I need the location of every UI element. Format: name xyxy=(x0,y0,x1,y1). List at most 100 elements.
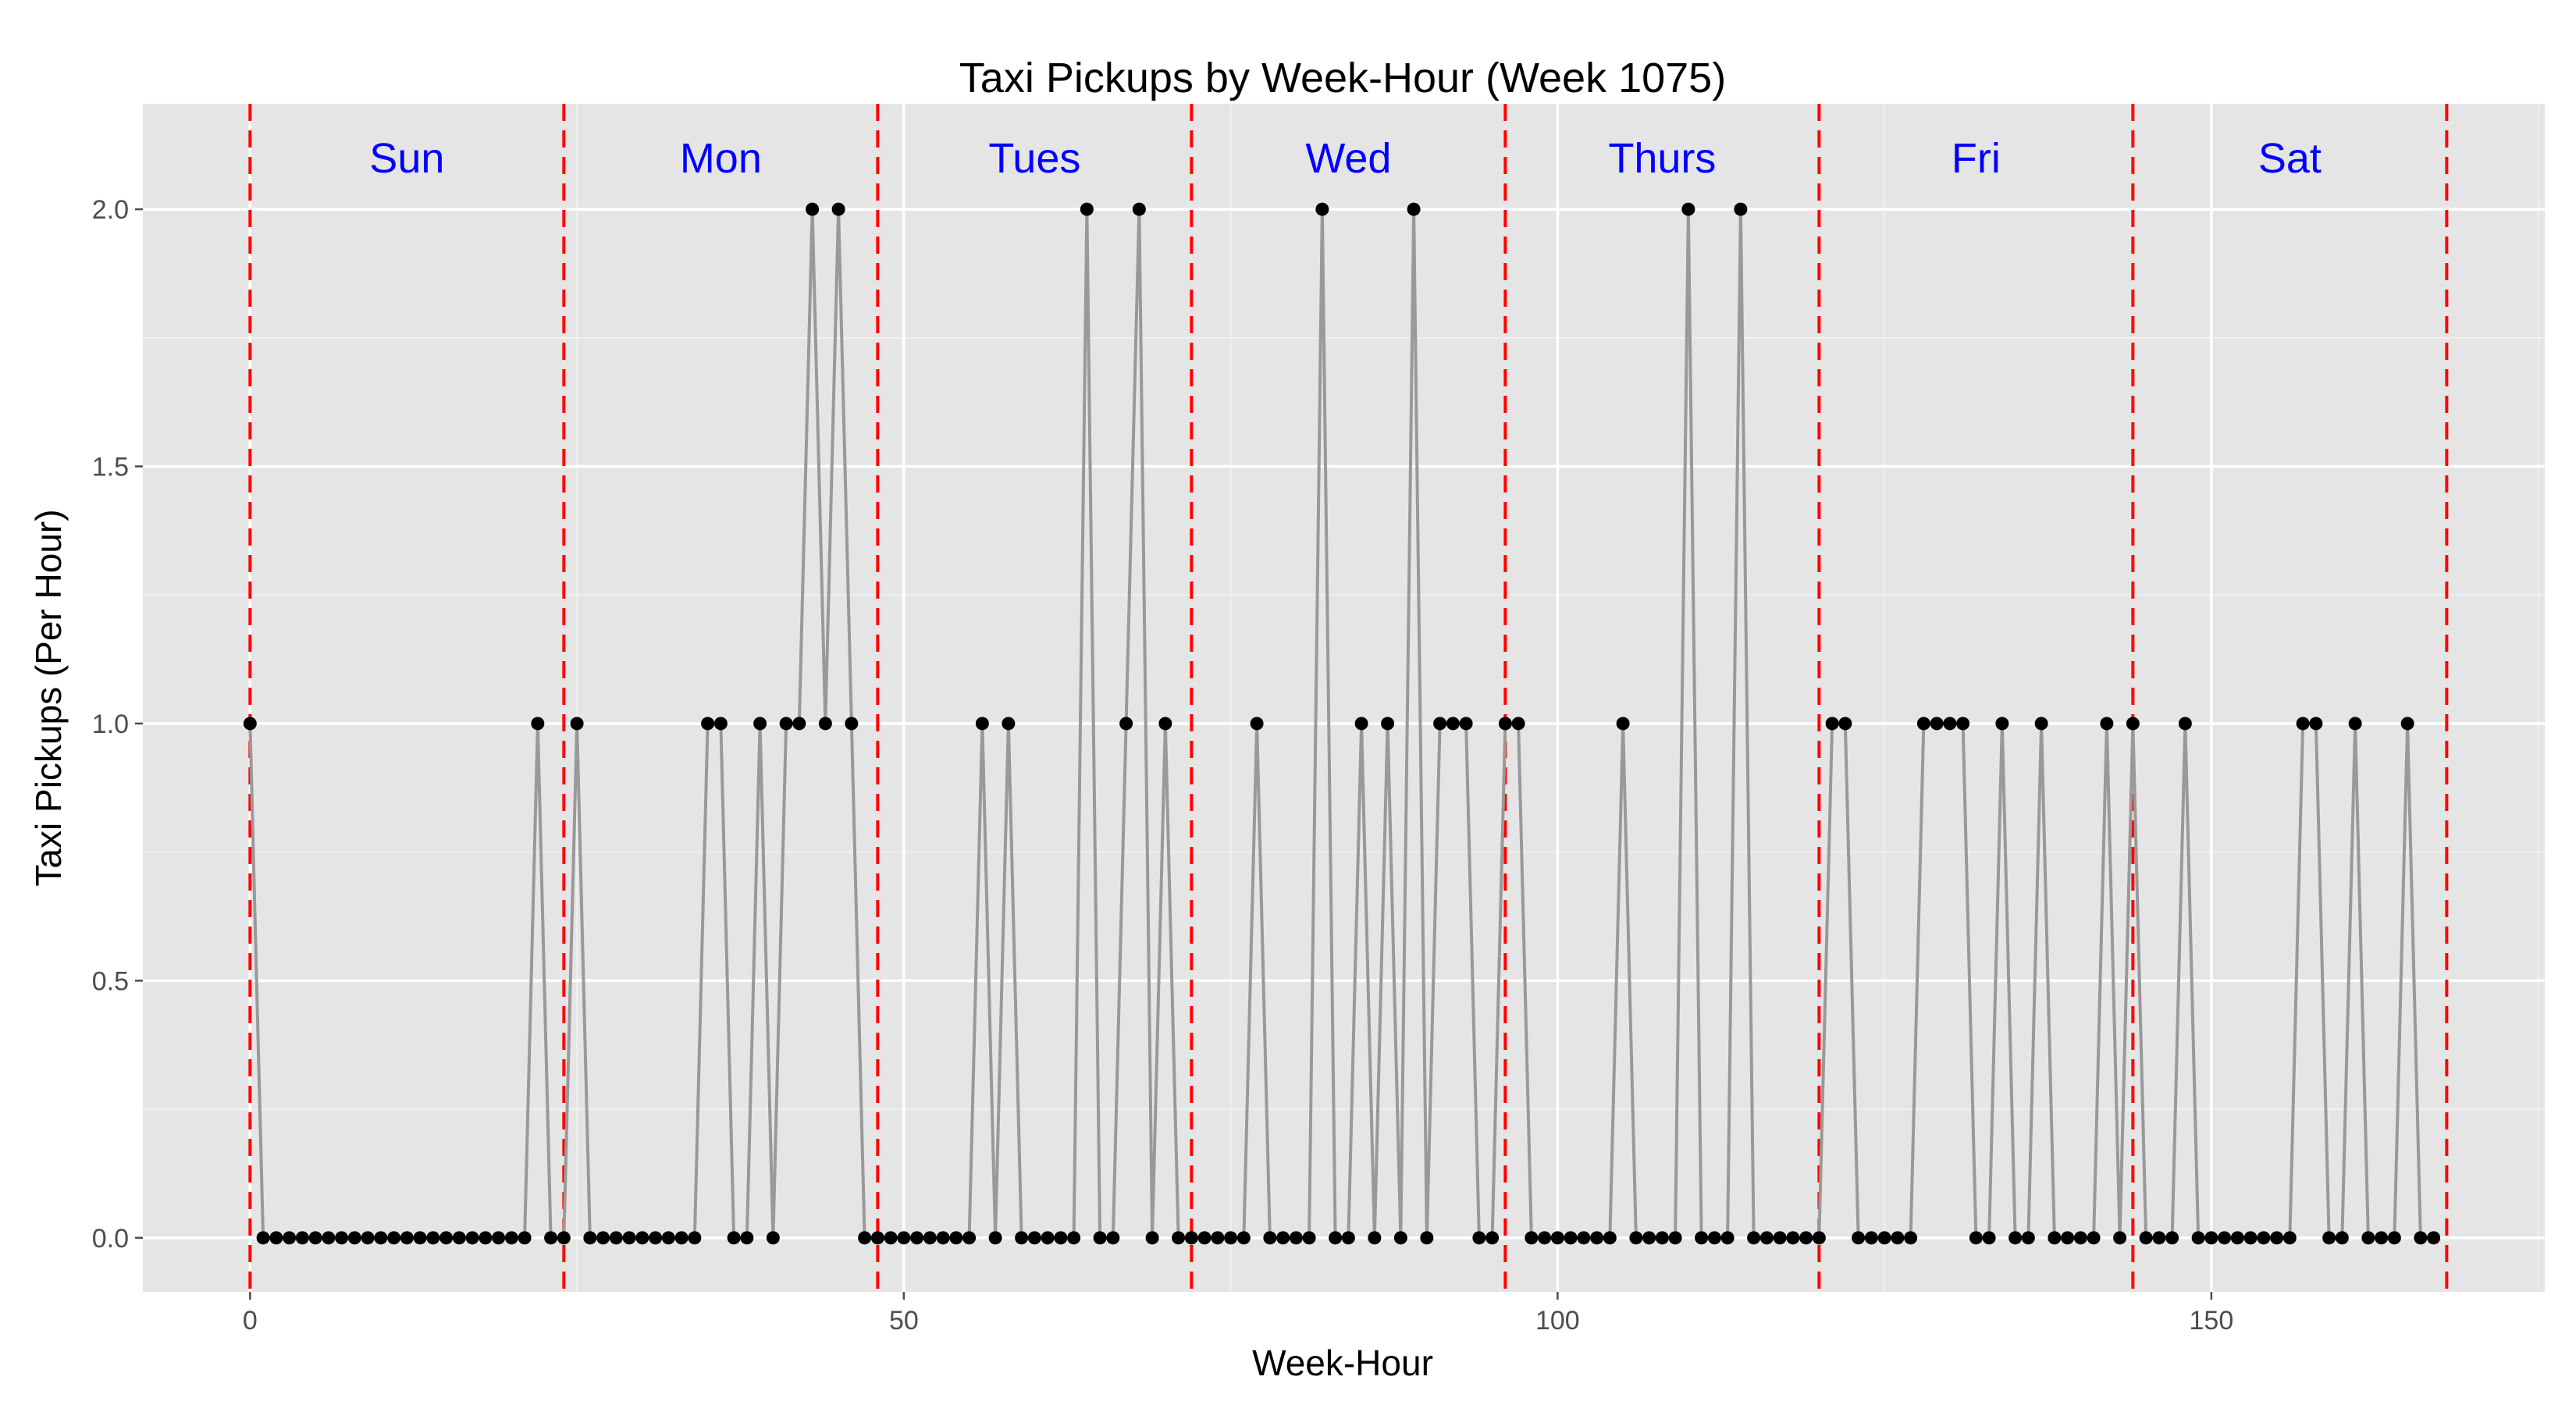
data-point xyxy=(387,1231,401,1245)
data-point xyxy=(2034,717,2048,731)
day-label-thurs: Thurs xyxy=(1608,135,1716,182)
data-point xyxy=(2400,717,2414,731)
chart-title: Taxi Pickups by Week-Hour (Week 1075) xyxy=(959,55,1726,101)
data-point xyxy=(1590,1231,1604,1245)
data-point xyxy=(479,1231,493,1245)
data-point xyxy=(818,717,832,731)
data-point xyxy=(975,717,989,731)
data-point xyxy=(295,1231,309,1245)
data-point xyxy=(674,1231,688,1245)
data-point xyxy=(1015,1231,1029,1245)
data-point xyxy=(1825,717,1839,731)
data-point xyxy=(544,1231,558,1245)
y-tick-label: 1.0 xyxy=(92,710,129,739)
data-point xyxy=(1707,1231,1721,1245)
data-point xyxy=(1773,1231,1787,1245)
data-point xyxy=(283,1231,297,1245)
data-point xyxy=(1786,1231,1800,1245)
data-point xyxy=(1864,1231,1878,1245)
data-point xyxy=(1080,202,1094,216)
data-point xyxy=(531,717,545,731)
data-point xyxy=(962,1231,977,1245)
data-point xyxy=(713,717,728,731)
data-point xyxy=(923,1231,937,1245)
data-point xyxy=(1668,1231,1682,1245)
data-point xyxy=(518,1231,532,1245)
data-point xyxy=(2270,1231,2284,1245)
y-tick-label: 0.5 xyxy=(92,966,129,996)
data-point xyxy=(2204,1231,2218,1245)
data-point xyxy=(2361,1231,2375,1245)
data-point xyxy=(609,1231,623,1245)
data-point xyxy=(1041,1231,1055,1245)
data-point xyxy=(1276,1231,1290,1245)
data-point xyxy=(1145,1231,1159,1245)
data-point xyxy=(1172,1231,1186,1245)
data-point xyxy=(1629,1231,1643,1245)
data-point xyxy=(1538,1231,1552,1245)
data-point xyxy=(1930,717,1944,731)
data-point xyxy=(884,1231,898,1245)
data-point xyxy=(426,1231,440,1245)
data-point xyxy=(806,202,820,216)
data-point xyxy=(2282,1231,2297,1245)
data-point xyxy=(831,202,845,216)
data-point xyxy=(2061,1231,2075,1245)
data-point xyxy=(2100,717,2114,731)
data-point xyxy=(753,717,767,731)
data-point xyxy=(504,1231,518,1245)
data-point xyxy=(2191,1231,2205,1245)
data-point xyxy=(1642,1231,1656,1245)
data-point xyxy=(2218,1231,2232,1245)
data-point xyxy=(1302,1231,1316,1245)
data-point xyxy=(1616,717,1630,731)
y-axis: 0.0 0.5 1.0 1.5 2.0 xyxy=(92,195,143,1254)
data-point xyxy=(2243,1231,2258,1245)
data-point xyxy=(1381,717,1395,731)
data-point xyxy=(649,1231,663,1245)
data-point xyxy=(1236,1231,1251,1245)
data-point xyxy=(570,717,584,731)
data-point xyxy=(1498,717,1512,731)
data-point xyxy=(1550,1231,1564,1245)
data-point xyxy=(779,717,793,731)
data-point xyxy=(374,1231,388,1245)
data-point xyxy=(1407,202,1421,216)
data-point xyxy=(2178,717,2192,731)
data-point xyxy=(1420,1231,1434,1245)
data-point xyxy=(949,1231,963,1245)
y-tick-label: 1.5 xyxy=(92,453,129,482)
data-point xyxy=(557,1231,571,1245)
data-point xyxy=(766,1231,780,1245)
x-axis-title: Week-Hour xyxy=(1252,1343,1433,1383)
data-point xyxy=(243,717,257,731)
data-point xyxy=(2126,717,2140,731)
data-point xyxy=(870,1231,884,1245)
data-point xyxy=(740,1231,754,1245)
x-tick-label: 0 xyxy=(243,1306,258,1336)
data-point xyxy=(583,1231,597,1245)
data-point xyxy=(2375,1231,2389,1245)
data-point xyxy=(1995,717,2009,731)
day-label-tues: Tues xyxy=(988,135,1080,182)
data-point xyxy=(2139,1231,2153,1245)
data-point xyxy=(256,1231,270,1245)
data-point xyxy=(400,1231,414,1245)
data-point xyxy=(308,1231,322,1245)
data-point xyxy=(2165,1231,2179,1245)
data-point xyxy=(1263,1231,1277,1245)
y-tick-label: 2.0 xyxy=(92,195,129,225)
data-point xyxy=(1577,1231,1591,1245)
data-point xyxy=(1485,1231,1500,1245)
data-point xyxy=(936,1231,950,1245)
data-point xyxy=(1106,1231,1120,1245)
data-point xyxy=(1681,202,1695,216)
data-point xyxy=(1054,1231,1068,1245)
data-point xyxy=(701,717,715,731)
data-point xyxy=(452,1231,466,1245)
data-point xyxy=(1368,1231,1382,1245)
data-point xyxy=(2113,1231,2127,1245)
data-point xyxy=(1459,717,1473,731)
data-point xyxy=(1904,1231,1918,1245)
